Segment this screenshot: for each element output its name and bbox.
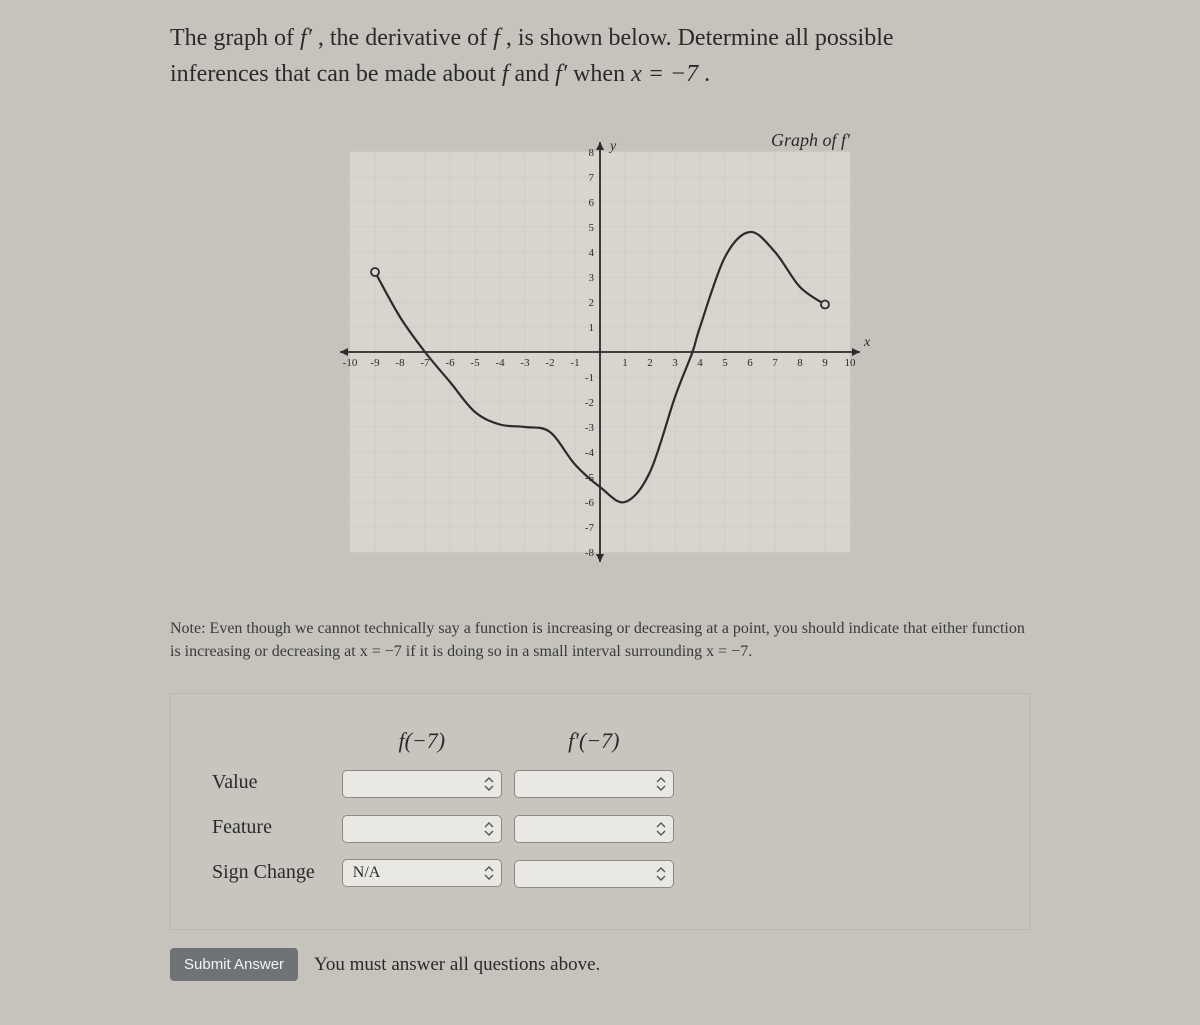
svg-text:2: 2: [647, 357, 653, 369]
svg-text:-5: -5: [470, 357, 480, 369]
q-fprime: f′: [300, 25, 312, 51]
question-text: The graph of f′ , the derivative of f , …: [170, 20, 1030, 92]
col-header-fprime: f′(−7): [513, 728, 675, 754]
select-sign-fprime[interactable]: [514, 860, 674, 888]
svg-text:1: 1: [589, 322, 595, 334]
stepper-icon: [483, 865, 495, 881]
table-row: Feature: [211, 811, 675, 844]
row-label-feature: Feature: [211, 811, 331, 844]
svg-text:-3: -3: [520, 357, 530, 369]
stepper-icon: [483, 776, 495, 792]
q-f: f: [493, 25, 500, 51]
note-text: Note: Even though we cannot technically …: [170, 617, 1030, 663]
svg-text:-4: -4: [585, 447, 595, 459]
row-label-sign: Sign Change: [211, 856, 331, 889]
svg-text:2: 2: [589, 297, 595, 309]
svg-text:-8: -8: [585, 547, 595, 559]
select-sign-f[interactable]: N/A: [342, 859, 502, 887]
svg-text:x: x: [863, 335, 871, 350]
svg-text:-2: -2: [585, 397, 594, 409]
q-part: , the derivative of: [318, 25, 493, 51]
select-value-f[interactable]: [342, 770, 502, 798]
stepper-icon: [655, 821, 667, 837]
svg-text:-6: -6: [445, 357, 455, 369]
submit-button[interactable]: Submit Answer: [170, 948, 298, 981]
svg-text:5: 5: [589, 222, 595, 234]
svg-text:1: 1: [622, 357, 628, 369]
q-part: The graph of: [170, 25, 300, 51]
svg-text:-1: -1: [585, 372, 594, 384]
table-row: Sign Change N/A: [211, 856, 675, 889]
svg-text:9: 9: [822, 357, 828, 369]
row-label-value: Value: [211, 766, 331, 799]
svg-text:-10: -10: [343, 357, 358, 369]
svg-text:6: 6: [589, 197, 595, 209]
svg-text:-4: -4: [495, 357, 505, 369]
svg-text:y: y: [608, 139, 617, 154]
svg-text:4: 4: [697, 357, 703, 369]
svg-text:-8: -8: [395, 357, 405, 369]
svg-text:3: 3: [672, 357, 678, 369]
answer-panel: f(−7) f′(−7) Value Feature Sign Change N…: [170, 693, 1030, 930]
stepper-icon: [483, 821, 495, 837]
graph-title: Graph of f′: [771, 130, 850, 151]
q-part: when: [573, 61, 631, 87]
q-xeq: x = −7: [631, 61, 698, 87]
select-feature-fprime[interactable]: [514, 815, 674, 843]
svg-text:-1: -1: [570, 357, 579, 369]
svg-text:5: 5: [722, 357, 728, 369]
stepper-icon: [655, 866, 667, 882]
validation-warning: You must answer all questions above.: [314, 954, 600, 976]
svg-text:7: 7: [772, 357, 778, 369]
graph-svg: -10-9-8-7-6-5-4-3-2-112345678910-8-7-6-5…: [320, 122, 880, 582]
table-row: Value: [211, 766, 675, 799]
svg-text:-2: -2: [545, 357, 554, 369]
svg-text:-9: -9: [370, 357, 380, 369]
answer-table: f(−7) f′(−7) Value Feature Sign Change N…: [201, 716, 685, 901]
svg-text:-3: -3: [585, 422, 595, 434]
graph-container: Graph of f′ -10 -9 -8 -7 -6 -5 -4 -3 -2 -1 1 2 3 4 5 6 7…: [320, 122, 880, 587]
q-part: inferences that can be made about: [170, 61, 502, 87]
col-header-f: f(−7): [341, 728, 503, 754]
select-feature-f[interactable]: [342, 815, 502, 843]
svg-text:7: 7: [589, 172, 595, 184]
q-fprime2: f′: [555, 61, 567, 87]
svg-text:3: 3: [589, 272, 595, 284]
q-part: , is shown below. Determine all possible: [506, 25, 894, 51]
svg-text:8: 8: [589, 147, 595, 159]
svg-text:8: 8: [797, 357, 803, 369]
svg-text:-7: -7: [585, 522, 595, 534]
svg-text:-6: -6: [585, 497, 595, 509]
stepper-icon: [655, 776, 667, 792]
q-f2: f: [502, 61, 509, 87]
select-value-fprime[interactable]: [514, 770, 674, 798]
svg-text:-7: -7: [420, 357, 430, 369]
svg-text:4: 4: [589, 247, 595, 259]
submit-row: Submit Answer You must answer all questi…: [170, 948, 1030, 981]
q-part: and: [515, 61, 556, 87]
svg-text:10: 10: [845, 357, 857, 369]
svg-text:6: 6: [747, 357, 753, 369]
q-period: .: [704, 61, 710, 87]
